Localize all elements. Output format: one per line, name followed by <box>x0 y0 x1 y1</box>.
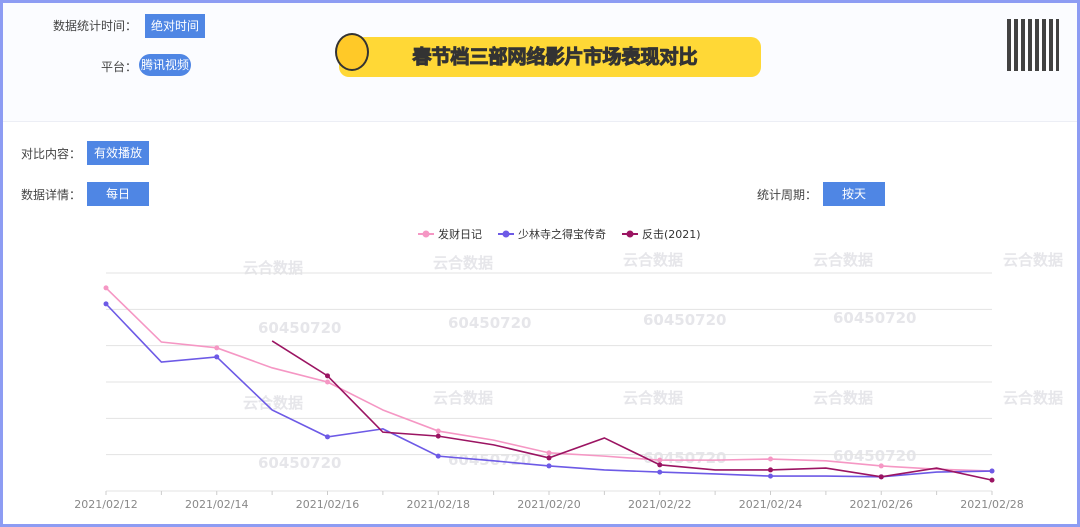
watermark: 60450720 <box>643 311 727 329</box>
data-point <box>103 285 109 291</box>
data-point <box>768 473 773 479</box>
button[interactable]: 按天 <box>823 182 885 206</box>
bulb-icon <box>335 33 369 71</box>
x-tick-label: 2021/02/14 <box>185 498 248 511</box>
watermark: 云合数据 <box>433 254 493 272</box>
x-tick-label: 2021/02/24 <box>739 498 802 511</box>
data-point <box>435 433 441 439</box>
data-point <box>768 467 773 473</box>
qr-code <box>1007 19 1059 71</box>
watermark: 60450720 <box>258 319 342 337</box>
data-point <box>989 477 995 483</box>
data-point <box>989 468 995 474</box>
data-point <box>768 456 773 462</box>
data-point <box>214 354 220 360</box>
button[interactable]: 绝对时间 <box>145 14 205 38</box>
x-tick-label: 2021/02/18 <box>407 498 470 511</box>
x-tick-label: 2021/02/16 <box>296 498 359 511</box>
data-point <box>214 345 220 351</box>
data-point <box>546 455 552 461</box>
legend-swatch <box>626 230 634 238</box>
watermark: 云合数据 <box>1003 251 1063 269</box>
x-tick-label: 2021/02/12 <box>74 498 137 511</box>
data-point <box>435 453 441 459</box>
legend-swatch <box>422 230 430 238</box>
watermark: 云合数据 <box>433 389 493 407</box>
data-point <box>878 474 884 480</box>
banner-title: 春节档三部网络影片市场表现对比 <box>339 37 761 77</box>
watermark: 云合数据 <box>243 394 303 412</box>
data-point <box>435 428 441 434</box>
watermark: 云合数据 <box>623 389 683 407</box>
watermark: 云合数据 <box>813 389 873 407</box>
button[interactable]: 每日 <box>87 182 149 206</box>
label: 对比内容： <box>21 147 82 161</box>
button[interactable]: 有效播放 <box>87 141 149 165</box>
watermark: 60450720 <box>833 447 917 465</box>
x-tick-label: 2021/02/26 <box>850 498 913 511</box>
watermark: 云合数据 <box>243 259 303 277</box>
label: 数据统计时间： <box>53 19 138 33</box>
label: 平台： <box>101 60 138 74</box>
data-point <box>325 379 330 385</box>
watermark: 60450720 <box>448 314 532 332</box>
x-tick-label: 2021/02/20 <box>517 498 580 511</box>
legend-swatch <box>502 230 510 238</box>
data-point <box>657 457 663 463</box>
data-point <box>546 463 552 469</box>
data-point <box>546 450 552 456</box>
data-point <box>657 462 663 468</box>
label: 统计周期： <box>757 188 818 202</box>
data-point <box>103 301 109 307</box>
watermark: 60450720 <box>258 454 342 472</box>
data-point <box>657 469 663 475</box>
data-point <box>325 373 330 379</box>
label: 数据详情： <box>21 188 82 202</box>
data-point <box>325 434 330 440</box>
legend-label: 少林寺之得宝传奇 <box>518 227 606 241</box>
watermark: 60450720 <box>643 449 727 467</box>
legend-label: 发财日记 <box>438 227 482 241</box>
legend-label: 反击(2021) <box>642 228 701 241</box>
watermark: 云合数据 <box>813 251 873 269</box>
data-point <box>878 463 884 469</box>
x-tick-label: 2021/02/28 <box>960 498 1023 511</box>
watermark: 60450720 <box>833 309 917 327</box>
watermark: 云合数据 <box>1003 389 1063 407</box>
watermark: 云合数据 <box>623 251 683 269</box>
series-line <box>271 340 993 481</box>
button[interactable]: 腾讯视频 <box>139 54 191 76</box>
x-tick-label: 2021/02/22 <box>628 498 691 511</box>
